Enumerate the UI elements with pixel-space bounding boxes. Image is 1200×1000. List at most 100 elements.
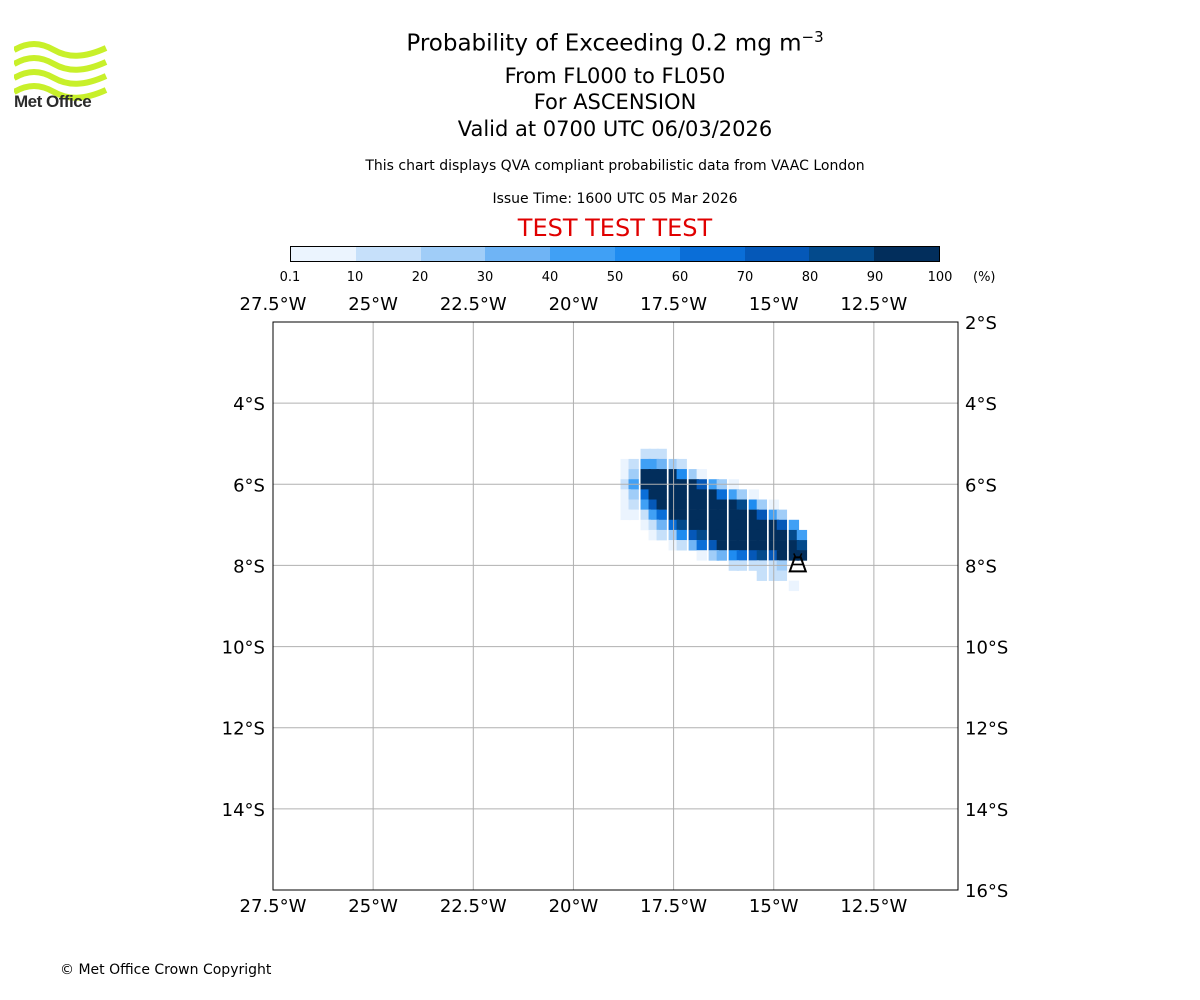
colorbar-segment bbox=[679, 247, 745, 261]
x-tick-label-top: 12.5°W bbox=[840, 294, 907, 315]
axis-labels: 27.5°W 27.5°W 25°W 25°W 22.5°W 22.5°W 20°W 20°W… bbox=[222, 294, 1009, 917]
probability-cell bbox=[656, 448, 667, 460]
logo-wave-1-icon bbox=[14, 41, 108, 59]
probability-cell bbox=[648, 448, 659, 460]
y-tick-label-left: 10°S bbox=[222, 638, 265, 659]
probability-cell bbox=[796, 550, 808, 561]
probability-cell bbox=[748, 509, 760, 521]
probability-cell bbox=[640, 458, 651, 470]
probability-cell bbox=[640, 519, 651, 531]
volcano-plume-icon bbox=[799, 553, 803, 558]
probability-cell bbox=[648, 458, 659, 470]
x-tick-label-top: 27.5°W bbox=[240, 294, 307, 315]
probability-cell bbox=[640, 469, 651, 480]
probability-cell bbox=[708, 529, 719, 541]
probability-cell bbox=[640, 448, 651, 460]
colorbar-tick-label: 70 bbox=[736, 270, 754, 285]
probability-cell bbox=[688, 540, 699, 551]
y-tick-label-right: 10°S bbox=[965, 638, 1008, 659]
y-tick-label-right: 8°S bbox=[965, 556, 997, 577]
probability-cell bbox=[640, 489, 651, 500]
probability-cell bbox=[716, 489, 727, 500]
probability-cell bbox=[756, 540, 768, 551]
probability-cell bbox=[728, 540, 739, 551]
probability-cell bbox=[676, 519, 687, 531]
probability-cell bbox=[628, 458, 639, 470]
probability-cell bbox=[796, 540, 808, 551]
x-tick-label-bottom: 27.5°W bbox=[240, 896, 307, 917]
y-tick-label-left: 12°S bbox=[222, 719, 265, 740]
met-office-logo bbox=[14, 41, 108, 101]
probability-cell bbox=[648, 489, 659, 500]
probability-cell bbox=[656, 509, 667, 521]
probability-cell bbox=[688, 509, 699, 521]
probability-cell bbox=[736, 540, 747, 551]
colorbar-tick-label: 20 bbox=[411, 270, 429, 285]
x-tick-label-bottom: 12.5°W bbox=[840, 896, 907, 917]
probability-cell bbox=[716, 519, 727, 531]
probability-cell bbox=[676, 509, 687, 521]
probability-cell bbox=[776, 570, 788, 581]
x-tick-label-top: 20°W bbox=[549, 294, 599, 315]
probability-cell bbox=[716, 550, 727, 561]
y-tick-label-right: 14°S bbox=[965, 800, 1008, 821]
probability-cell bbox=[708, 519, 719, 531]
probability-cell bbox=[628, 469, 639, 480]
graticule bbox=[273, 322, 958, 890]
colorbar-segment bbox=[485, 247, 551, 261]
colorbar-segment bbox=[291, 247, 356, 261]
colorbar-tick-label: 30 bbox=[476, 270, 494, 285]
probability-cell bbox=[688, 499, 699, 510]
colorbar-segment bbox=[809, 247, 875, 261]
colorbar-segment bbox=[744, 247, 810, 261]
x-tick-label-top: 17.5°W bbox=[640, 294, 707, 315]
probability-cell bbox=[776, 519, 788, 531]
y-tick-label-left: 8°S bbox=[233, 556, 265, 577]
probability-cell bbox=[696, 540, 707, 551]
probability-cell bbox=[676, 529, 687, 541]
probability-cell bbox=[656, 458, 667, 470]
probability-cell bbox=[696, 499, 707, 510]
probability-cell bbox=[776, 509, 788, 521]
title-superscript: −3 bbox=[801, 28, 824, 46]
x-tick-label-top: 22.5°W bbox=[440, 294, 507, 315]
probability-cell bbox=[696, 529, 707, 541]
probability-cell bbox=[756, 570, 768, 581]
probability-cell bbox=[688, 529, 699, 541]
volcano-cone-icon bbox=[788, 556, 808, 573]
probability-cell bbox=[788, 529, 800, 541]
probability-cell bbox=[656, 489, 667, 500]
volcano-icon bbox=[788, 553, 808, 573]
probability-cells bbox=[620, 448, 808, 592]
probability-cell bbox=[728, 550, 739, 561]
probability-cell bbox=[696, 489, 707, 500]
probability-cell bbox=[620, 489, 631, 500]
title-main: Probability of Exceeding 0.2 mg m bbox=[406, 30, 802, 57]
colorbar-segment bbox=[614, 247, 680, 261]
y-tick-label-right: 16°S bbox=[965, 881, 1008, 902]
probability-cell bbox=[696, 519, 707, 531]
probability-cell bbox=[736, 499, 747, 510]
map-frame bbox=[272, 321, 959, 891]
probability-cell bbox=[756, 550, 768, 561]
colorbar-tick-label: 50 bbox=[606, 270, 624, 285]
probability-cell bbox=[620, 469, 631, 480]
location-label: For ASCENSION bbox=[533, 90, 697, 114]
logo-wave-4-icon bbox=[14, 83, 108, 101]
volcano-plume-icon bbox=[793, 553, 797, 558]
probability-cell bbox=[688, 519, 699, 531]
probability-cell bbox=[748, 550, 760, 561]
probability-cell bbox=[640, 509, 651, 521]
y-tick-label-left: 6°S bbox=[233, 475, 265, 496]
probability-cell bbox=[640, 499, 651, 510]
probability-cell bbox=[676, 458, 687, 470]
probability-cell bbox=[696, 469, 707, 480]
probability-cell bbox=[648, 519, 659, 531]
probability-cell bbox=[716, 509, 727, 521]
probability-cell bbox=[716, 499, 727, 510]
colorbar-segment bbox=[355, 247, 421, 261]
probability-cell bbox=[708, 499, 719, 510]
probability-cell bbox=[728, 519, 739, 531]
y-tick-label-right: 2°S bbox=[965, 313, 997, 334]
probability-cell bbox=[708, 540, 719, 551]
